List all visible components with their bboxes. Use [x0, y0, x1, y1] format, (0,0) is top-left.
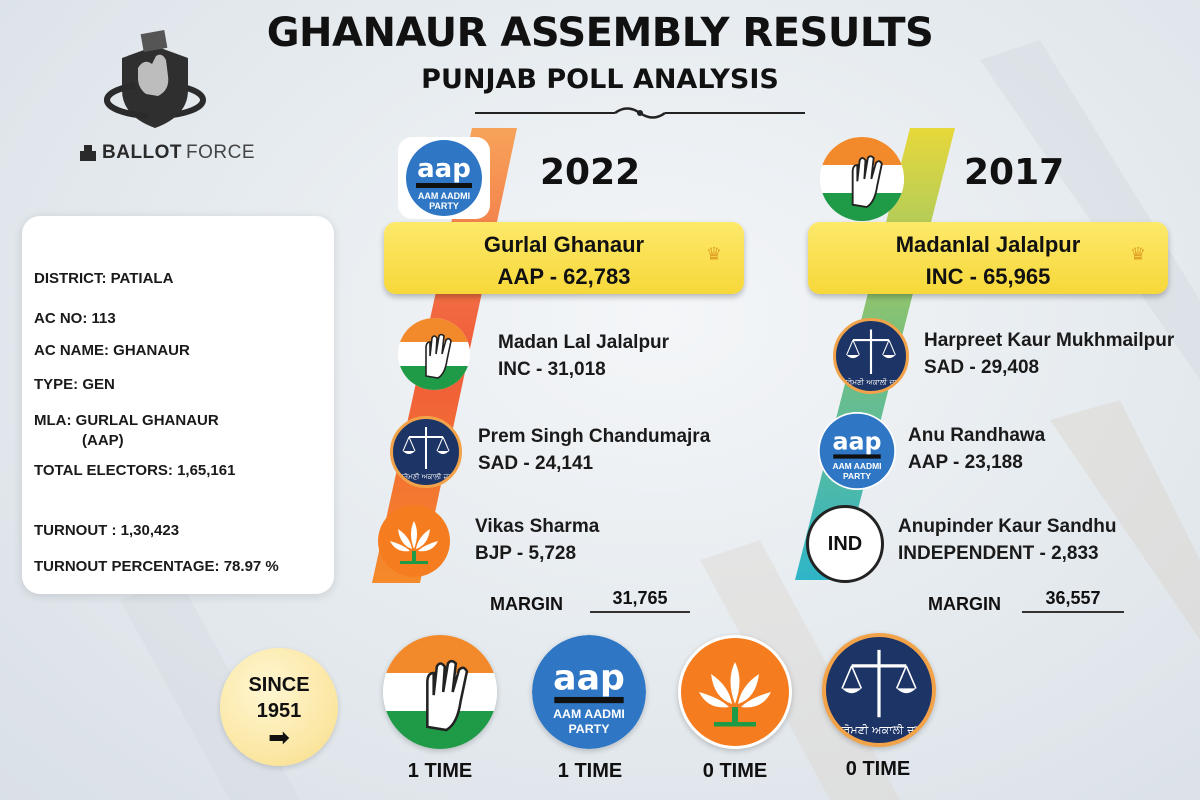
winner-votes-2022: AAP - 62,783	[497, 264, 631, 289]
bjp-lotus-icon	[699, 662, 771, 727]
brand-name-bold: BALLOT	[102, 142, 183, 163]
ballotforce-emblem-icon	[104, 30, 206, 128]
crown-icon: ♛	[1129, 244, 1146, 264]
candidate-name-2017-1: Harpreet Kaur Mukhmailpur	[924, 330, 1175, 351]
candidate-name-2017-2: Anu Randhawa	[908, 425, 1046, 446]
aap-broom-icon: aap AAM AADMI PARTY	[819, 413, 895, 489]
sad-scales-icon: ਸ਼੍ਰੋਮਣੀ ਅਕਾਲੀ ਦਲ	[398, 427, 453, 482]
candidate-votes-2022-3: BJP - 5,728	[475, 543, 577, 564]
svg-text:aap: aap	[833, 427, 882, 455]
svg-text:aap: aap	[553, 659, 625, 699]
inc-logo-2022-1	[398, 318, 470, 390]
since-badge: SINCE 1951 ➡	[220, 648, 338, 766]
page-title: GHANAUR ASSEMBLY RESULTS	[266, 10, 934, 56]
inc-logo-2017-header	[820, 137, 904, 221]
svg-text:PARTY: PARTY	[429, 201, 459, 211]
svg-text:AAM AADMI: AAM AADMI	[832, 461, 881, 471]
year-2022: 2022	[540, 152, 641, 193]
candidate-votes-2022-2: SAD - 24,141	[478, 453, 594, 474]
margin-value-2017: 36,557	[1022, 588, 1124, 613]
since-label: SINCE	[248, 674, 310, 696]
margin-label-2022: MARGIN	[490, 594, 563, 614]
candidate-name-2017-3: Anupinder Kaur Sandhu	[898, 516, 1117, 537]
sad-tally-logo: ਸ਼੍ਰੋਮਣੀ ਅਕਾਲੀ ਦਲ	[822, 633, 936, 747]
year-2017: 2017	[964, 152, 1065, 193]
bjp-lotus-icon	[390, 521, 438, 564]
total-electors-text: TOTAL ELECTORS: 1,65,161	[34, 462, 236, 479]
constituency-info-card: DISTRICT: PATIALA AC NO: 113 AC NAME: GH…	[22, 216, 334, 594]
sad-logo-2022: ਸ਼੍ਰੋਮਣੀ ਅਕਾਲੀ ਦਲ	[390, 416, 462, 488]
district-text: DISTRICT: PATIALA	[34, 270, 174, 287]
candidate-votes-2017-3: INDEPENDENT - 2,833	[898, 543, 1099, 564]
mla-party-text: (AAP)	[82, 432, 124, 449]
winner-votes-2017: INC - 65,965	[925, 264, 1051, 289]
inc-tally-logo	[383, 635, 497, 749]
ac-name-text: AC NAME: GHANAUR	[34, 342, 190, 359]
svg-text:ਸ਼੍ਰੋਮਣੀ ਅਕਾਲੀ ਦਲ: ਸ਼੍ਰੋਮਣੀ ਅਕਾਲੀ ਦਲ	[835, 723, 923, 736]
svg-text:aap: aap	[417, 154, 471, 184]
brand-wordmark: BALLOT FORCE	[78, 142, 255, 164]
mla-text: MLA: GURLAL GHANAUR	[34, 412, 219, 429]
winner-box-2022: Gurlal Ghanaur AAP - 62,783 ♛	[384, 222, 744, 294]
margin-label-2017: MARGIN	[928, 594, 1001, 614]
turnout-text: TURNOUT : 1,30,423	[34, 522, 180, 539]
crown-icon: ♛	[705, 244, 722, 264]
ac-no-text: AC NO: 113	[34, 310, 116, 327]
aap-broom-icon: aap AAM AADMI PARTY	[406, 140, 482, 216]
ballot-box-icon	[80, 145, 96, 161]
sad-scales-icon: ਸ਼੍ਰੋਮਣੀ ਅਕਾਲੀ ਦਲ	[842, 329, 901, 388]
inc-hand-icon	[820, 137, 904, 221]
aap-tally-count: 1 TIME	[557, 760, 623, 782]
winner-name-2022: Gurlal Ghanaur	[483, 232, 645, 257]
since-year: 1951	[256, 700, 302, 722]
brand-name-light: FORCE	[186, 142, 256, 163]
title-flourish	[475, 107, 805, 119]
svg-text:PARTY: PARTY	[568, 722, 610, 736]
sad-tally-count: 0 TIME	[845, 758, 911, 780]
winner-box-2017: Madanlal Jalalpur INC - 65,965 ♛	[808, 222, 1168, 294]
sad-logo-2017: ਸ਼੍ਰੋਮਣੀ ਅਕਾਲੀ ਦਲ	[833, 318, 909, 394]
bjp-tally-count: 0 TIME	[702, 760, 768, 782]
candidate-name-2022-1: Madan Lal Jalalpur	[498, 332, 670, 353]
candidate-name-2022-3: Vikas Sharma	[475, 516, 600, 537]
ind-logo-2017: IND	[806, 505, 884, 583]
candidate-votes-2017-1: SAD - 29,408	[924, 357, 1040, 378]
arrow-right-icon: ➡	[268, 722, 290, 752]
aap-logo-2022: aap AAM AADMI PARTY	[398, 137, 490, 219]
inc-tally-count: 1 TIME	[407, 760, 473, 782]
sad-scales-icon: ਸ਼੍ਰੋਮਣੀ ਅਕਾਲੀ ਦਲ	[835, 649, 923, 737]
margin-value-2022: 31,765	[590, 588, 690, 613]
winner-name-2017: Madanlal Jalalpur	[895, 232, 1081, 257]
svg-text:ਸ਼੍ਰੋਮਣੀ ਅਕਾਲੀ ਦਲ: ਸ਼੍ਰੋਮਣੀ ਅਕਾਲੀ ਦਲ	[842, 378, 901, 388]
turnout-percentage-text: TURNOUT PERCENTAGE: 78.97 %	[34, 558, 279, 575]
svg-text:AAM AADMI: AAM AADMI	[553, 707, 625, 721]
ind-logo-text: IND	[827, 532, 863, 555]
candidate-votes-2022-1: INC - 31,018	[498, 359, 606, 380]
svg-text:AAM AADMI: AAM AADMI	[418, 191, 470, 201]
candidate-votes-2017-2: AAP - 23,188	[908, 452, 1023, 473]
aap-logo-2017: aap AAM AADMI PARTY	[818, 412, 896, 490]
type-text: TYPE: GEN	[34, 376, 115, 393]
svg-text:PARTY: PARTY	[843, 471, 871, 481]
bjp-tally-logo	[678, 635, 792, 749]
svg-text:ਸ਼੍ਰੋਮਣੀ ਅਕਾਲੀ ਦਲ: ਸ਼੍ਰੋਮਣੀ ਅਕਾਲੀ ਦਲ	[398, 472, 453, 482]
candidate-name-2022-2: Prem Singh Chandumajra	[478, 426, 711, 447]
aap-broom-icon: aap AAM AADMI PARTY	[532, 635, 646, 749]
inc-hand-icon	[398, 318, 470, 390]
page-subtitle: PUNJAB POLL ANALYSIS	[421, 64, 779, 95]
inc-hand-icon	[383, 635, 497, 749]
bjp-logo-2022	[378, 505, 450, 577]
aap-tally-logo: aap AAM AADMI PARTY	[532, 635, 646, 749]
